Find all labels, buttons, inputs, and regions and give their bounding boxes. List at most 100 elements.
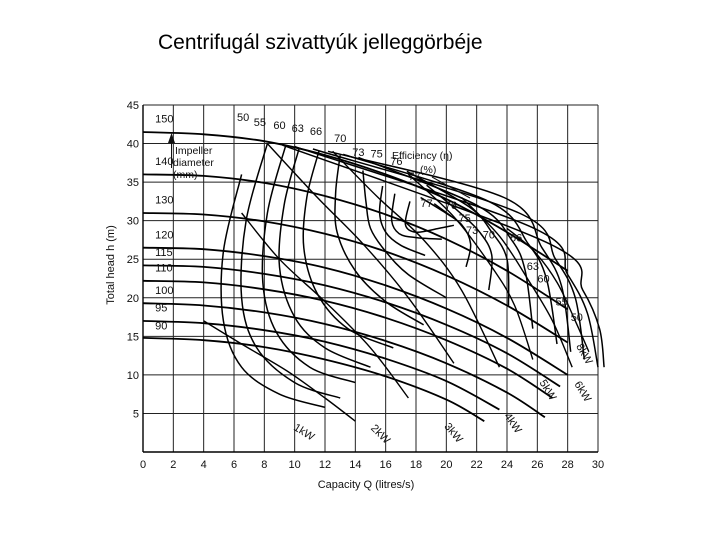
curve-label: 50: [237, 112, 249, 124]
x-tick-label: 2: [170, 459, 176, 471]
curve-label: 55: [556, 296, 568, 308]
y-tick-label: 25: [127, 254, 139, 266]
curve-label: 77: [421, 198, 433, 210]
x-tick-label: 10: [289, 459, 301, 471]
x-tick-label: 4: [201, 459, 207, 471]
impeller-curve-120: [142, 246, 569, 376]
x-tick-label: 26: [531, 459, 543, 471]
x-axis-label: Capacity Q (litres/s): [318, 479, 415, 491]
efficiency-title-line-2: (%): [420, 164, 436, 176]
x-tick-label: 20: [440, 459, 452, 471]
curve-label: 73: [466, 225, 478, 237]
power-curve-6kW: [460, 197, 573, 368]
efficiency-curve-55: [294, 145, 599, 368]
x-tick-label: 0: [140, 459, 146, 471]
curve-label: 76: [445, 200, 457, 212]
curve-label: 50: [571, 312, 583, 324]
efficiency-curve-75: [426, 184, 493, 291]
curve-label: 66: [510, 232, 522, 244]
y-tick-label: 15: [127, 331, 139, 343]
curve-label: 73: [352, 147, 364, 159]
power-curve-2kW: [241, 212, 409, 399]
curve-label: 70: [483, 229, 495, 241]
curve-label: 75: [458, 213, 470, 225]
efficiency-curve-73: [362, 170, 447, 299]
impeller-title-line-3: (mm): [173, 169, 198, 181]
efficiency-annotation: Efficiency (η) (%): [392, 150, 471, 199]
curve-label: 90: [155, 320, 167, 332]
x-tick-label: 8: [261, 459, 267, 471]
efficiency-title-line-1: Efficiency (η): [392, 150, 453, 162]
y-tick-label: 40: [127, 139, 139, 151]
curve-label: 140: [155, 156, 173, 168]
curve-label: 70: [334, 133, 346, 145]
y-tick-label: 35: [127, 177, 139, 189]
efficiency-curve-66: [342, 153, 558, 345]
power-label: 3kW: [442, 421, 466, 446]
efficiency-curve-50: [220, 174, 326, 409]
efficiency-curve-76: [420, 196, 472, 268]
curves: [142, 131, 605, 422]
x-tick-label: 28: [562, 459, 574, 471]
power-curve-5kW: [407, 173, 534, 360]
arrow-up-icon: [168, 133, 175, 143]
impeller-title-line-2: diameter: [173, 157, 214, 169]
impeller-curve-90: [142, 337, 485, 422]
efficiency-curve-76: [390, 193, 442, 240]
curve-label: 75: [371, 148, 383, 160]
x-tick-label: 18: [410, 459, 422, 471]
efficiency-curve-73: [406, 170, 510, 306]
efficiency-curve-55: [240, 143, 341, 399]
power-label: 8kW: [573, 342, 595, 368]
efficiency-leader: [431, 176, 471, 199]
y-tick-label: 30: [127, 216, 139, 228]
y-tick-label: 45: [127, 100, 139, 112]
impeller-curve-130: [142, 212, 569, 344]
x-tick-label: 16: [380, 459, 392, 471]
x-tick-label: 30: [592, 459, 604, 471]
power-curve-4kW: [332, 150, 501, 368]
curve-label: 150: [155, 114, 173, 126]
curve-label: 76: [390, 156, 402, 168]
curve-label: 100: [155, 285, 173, 297]
efficiency-curve-66: [302, 151, 394, 349]
curve-label: 130: [155, 195, 173, 207]
power-label: 2kW: [368, 422, 392, 446]
power-label: 4kW: [501, 411, 524, 436]
x-tick-label: 6: [231, 459, 237, 471]
x-tick-label: 14: [349, 459, 361, 471]
efficiency-curve-70: [334, 155, 424, 326]
impeller-annotation: Impeller diameter (mm): [168, 133, 214, 181]
curve-label: 95: [155, 303, 167, 315]
efficiency-curve-63: [327, 150, 572, 352]
axes: 0 2 4 6 8 10 12 14 16 18 20 22 24 26 28 305101520253035…: [127, 100, 604, 471]
impeller-title-line-1: Impeller: [175, 145, 213, 157]
curve-label: 60: [273, 120, 285, 132]
power-curve-1kW: [203, 320, 356, 422]
x-tick-label: 12: [319, 459, 331, 471]
efficiency-curve-75: [378, 185, 426, 257]
curve-label: 115: [155, 247, 173, 259]
y-tick-label: 10: [127, 370, 139, 382]
impeller-curve-115: [142, 264, 561, 388]
y-tick-label: 5: [133, 408, 139, 420]
efficiency-curve-70: [358, 156, 534, 329]
x-tick-label: 24: [501, 459, 513, 471]
curve-label: 66: [310, 126, 322, 138]
power-curve-3kW: [266, 143, 455, 364]
grid: [143, 104, 599, 452]
y-axis-label: Total head h (m): [105, 225, 117, 304]
curve-label: 120: [155, 229, 173, 241]
power-curve-8kW: [506, 227, 590, 353]
curve-label: 55: [254, 117, 266, 129]
curve-label: 60: [537, 273, 549, 285]
y-tick-label: 20: [127, 293, 139, 305]
efficiency-curve-63: [278, 148, 371, 368]
curve-label: 63: [292, 123, 304, 135]
slide-title: Centrifugál szivattyúk jelleggörbéje: [158, 31, 483, 54]
impeller-curve-100: [142, 302, 546, 419]
efficiency-curve-60: [261, 145, 356, 384]
curve-label: 63: [527, 261, 539, 273]
impeller-curve-110: [142, 279, 553, 399]
